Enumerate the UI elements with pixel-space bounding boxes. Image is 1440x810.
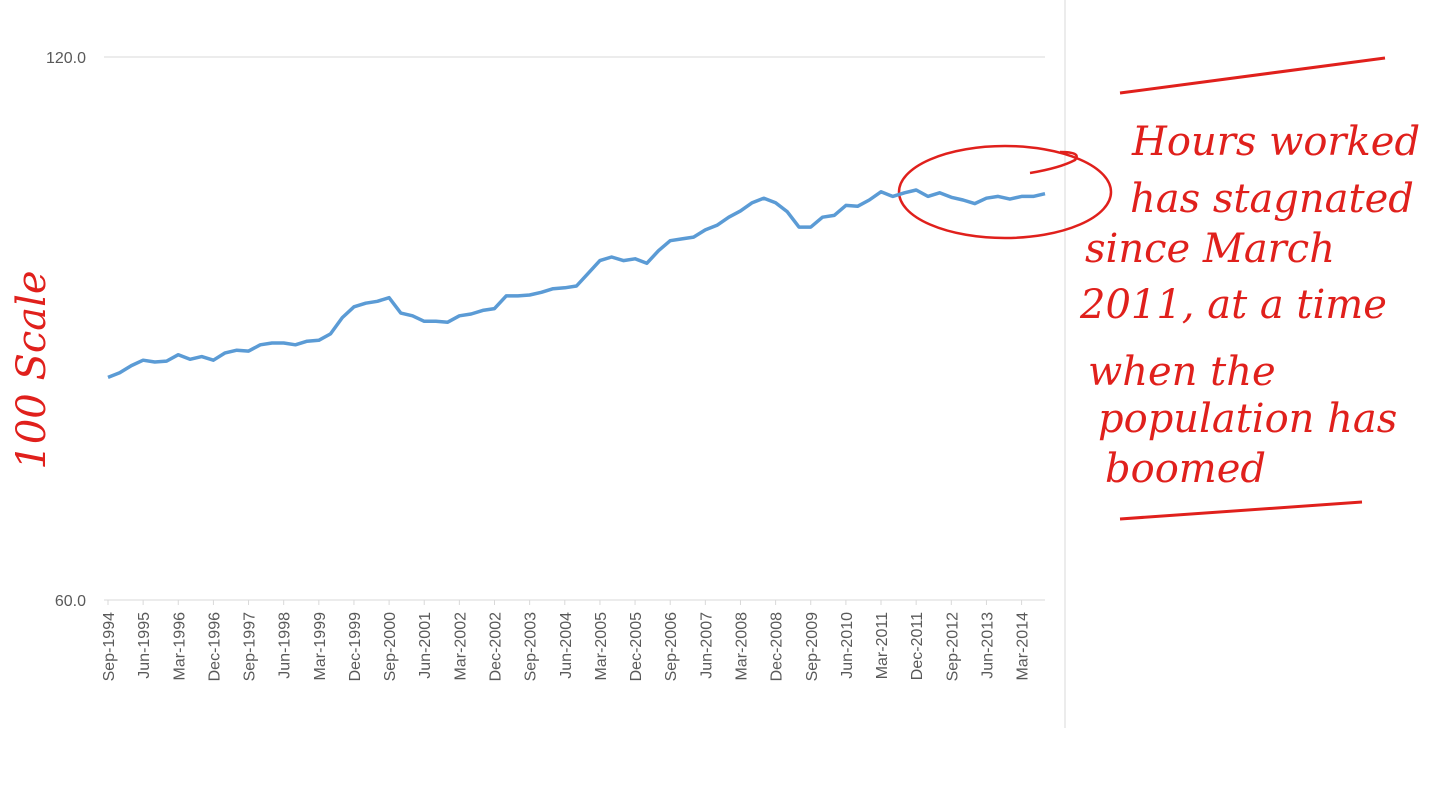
x-tick-label: Mar-1996 [171, 612, 188, 681]
x-tick-label: Jun-2001 [417, 612, 434, 679]
annotation-text: population has [1098, 396, 1397, 442]
data-line [107, 188, 1046, 380]
x-tick-label: Dec-1999 [347, 612, 364, 681]
annotation-underline [1119, 56, 1386, 95]
x-tick-label: Mar-2011 [874, 612, 891, 679]
x-tick-label: Jun-1995 [136, 612, 153, 679]
x-tick-label: Jun-1998 [277, 612, 294, 679]
x-tick-label: Mar-1999 [312, 612, 329, 681]
x-tick-label: Mar-2002 [452, 612, 469, 681]
annotation-text: when the [1088, 349, 1276, 395]
y-axis-label: 100 Scale [9, 270, 55, 469]
annotation-text: Hours worked [1131, 119, 1420, 165]
x-tick-label: Mar-2008 [733, 612, 750, 681]
x-tick-label: Dec-1996 [206, 612, 223, 681]
x-tick-label: Jun-2004 [558, 612, 575, 679]
annotation-circle [897, 144, 1113, 240]
x-tick-label: Sep-2009 [804, 612, 821, 681]
x-tick-label: Dec-2002 [488, 612, 505, 681]
x-tick-label: Sep-2006 [663, 612, 680, 681]
y-tick-label: 120.0 [46, 50, 86, 67]
x-tick-label: Sep-2000 [382, 612, 399, 681]
x-tick-label: Dec-2011 [909, 612, 926, 680]
x-tick-label: Sep-2012 [944, 612, 961, 681]
x-tick-label: Dec-2008 [769, 612, 786, 681]
x-tick-label: Dec-2005 [628, 612, 645, 681]
annotation-text: since March [1085, 226, 1335, 272]
y-tick-label: 60.0 [55, 593, 86, 610]
x-tick-label: Mar-2005 [593, 612, 610, 681]
x-tick-label: Jun-2013 [979, 612, 996, 679]
x-tick-label: Jun-2007 [698, 612, 715, 679]
x-tick-label: Mar-2014 [1015, 612, 1032, 681]
annotation-underline [1119, 500, 1363, 521]
annotation-text: 2011, at a time [1079, 282, 1387, 328]
x-tick-label: Jun-2010 [839, 612, 856, 679]
annotation-text: has stagnated [1130, 176, 1414, 222]
x-tick-label: Sep-2003 [523, 612, 540, 681]
annotation-pointer [1029, 150, 1078, 175]
x-tick-label: Sep-1997 [242, 612, 259, 681]
x-tick-label: Sep-1994 [101, 612, 118, 681]
annotation-text: boomed [1105, 446, 1266, 492]
